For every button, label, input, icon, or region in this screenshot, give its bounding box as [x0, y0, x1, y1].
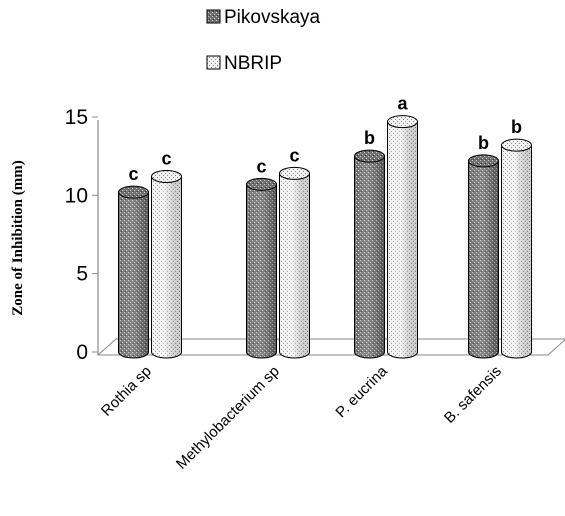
bar-body-outline: [246, 183, 277, 359]
bar-1-3: b: [501, 117, 532, 359]
bar-significance-label: b: [364, 128, 375, 148]
bar-0-3: b: [468, 133, 499, 359]
category-label: Methylobacterium sp: [173, 363, 283, 473]
bar-significance-label: c: [289, 145, 299, 165]
bar-significance-label: b: [511, 117, 522, 137]
legend-item-series-0: Pikovskaya: [206, 7, 321, 28]
bar-0-2: b: [354, 128, 385, 359]
bar-0-1: c: [246, 156, 277, 359]
bar-body-outline: [468, 160, 499, 359]
bar-top: [387, 115, 418, 129]
legend-swatch-series-1: [206, 55, 221, 70]
bar-top: [279, 166, 310, 180]
category-labels: Rothia sp Methylobacterium sp P. eucrina B.…: [98, 362, 505, 472]
bar-top: [501, 138, 532, 152]
bar-body-outline: [118, 191, 149, 359]
legend-swatch-series-0: [206, 9, 221, 24]
bar-0-0: c: [118, 164, 149, 359]
category-label: B. safensis: [441, 363, 505, 427]
bar-significance-label: b: [478, 133, 489, 153]
legend-label-series-0: Pikovskaya: [224, 7, 321, 28]
bar-body-outline: [501, 144, 532, 359]
y-tick-label: 0: [76, 341, 88, 364]
y-ticks: 0 5 10 15: [65, 106, 98, 364]
bar-top: [246, 177, 277, 191]
category-label: P. eucrina: [332, 362, 391, 421]
y-tick-label: 5: [76, 263, 88, 286]
bar-significance-label: c: [256, 156, 266, 176]
bars: c c c c b a b b: [118, 94, 532, 359]
legend-item-series-1: NBRIP: [206, 53, 282, 74]
legend-label-series-1: NBRIP: [224, 53, 282, 74]
bar-body-outline: [151, 175, 182, 359]
bar-1-2: a: [387, 94, 418, 359]
bar-top: [151, 169, 182, 183]
y-tick-label: 10: [65, 184, 88, 207]
y-axis-title: Zone of Inhibition (mm): [10, 160, 26, 315]
bar-1-0: c: [151, 148, 182, 359]
bar-top: [468, 154, 499, 168]
bar-significance-label: c: [128, 164, 138, 184]
bar-1-1: c: [279, 145, 310, 359]
bar-body-outline: [279, 172, 310, 359]
category-label: Rothia sp: [98, 363, 155, 420]
bar-top: [354, 149, 385, 163]
y-tick-label: 15: [65, 106, 88, 129]
bar-body-outline: [387, 121, 418, 359]
bar-significance-label: c: [161, 148, 171, 168]
bar-significance-label: a: [397, 94, 408, 114]
legend: Pikovskaya NBRIP: [206, 7, 321, 74]
bar-body-outline: [354, 155, 385, 359]
bar-top: [118, 185, 149, 199]
